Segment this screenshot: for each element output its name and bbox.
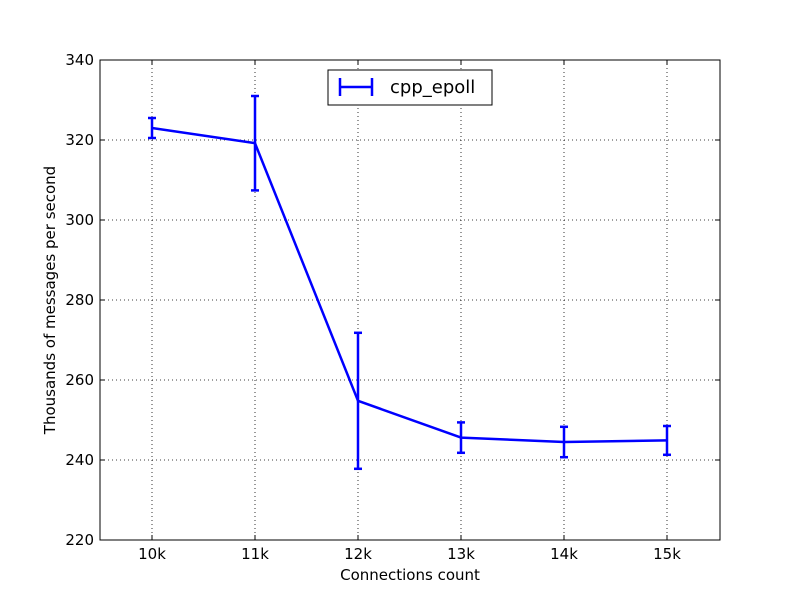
error-bar [663, 424, 671, 457]
error-bar [354, 331, 362, 471]
series-line-cpp_epoll [151, 126, 668, 444]
legend-label-cpp-epoll: cpp_epoll [390, 77, 475, 98]
legend: cpp_epoll [327, 69, 493, 106]
x-tick-label: 14k [550, 545, 578, 563]
ticks: 10k 11k 12k 13k 14k 15k 220 240 260 280 300 320 340 [65, 51, 720, 563]
y-tick-label: 220 [65, 531, 94, 549]
error-bar [148, 116, 156, 140]
x-tick-label: 15k [653, 545, 681, 563]
y-tick-label: 300 [65, 211, 94, 229]
y-tick-label: 280 [65, 291, 94, 309]
x-tick-label: 11k [241, 545, 269, 563]
x-axis-label: Connections count [340, 566, 480, 584]
y-tick-label: 340 [65, 51, 94, 69]
y-tick-label: 260 [65, 371, 94, 389]
y-tick-label: 320 [65, 131, 94, 149]
error-bar [560, 425, 568, 459]
error-bar [457, 421, 465, 455]
x-tick-label: 12k [344, 545, 372, 563]
x-tick-label: 10k [138, 545, 166, 563]
x-tick-label: 13k [447, 545, 475, 563]
legend-swatch-cpp-epoll [338, 78, 374, 96]
series-layer [148, 94, 671, 471]
y-axis-label: Thousands of messages per second [41, 166, 59, 435]
error-bar [251, 94, 259, 192]
y-tick-label: 240 [65, 451, 94, 469]
